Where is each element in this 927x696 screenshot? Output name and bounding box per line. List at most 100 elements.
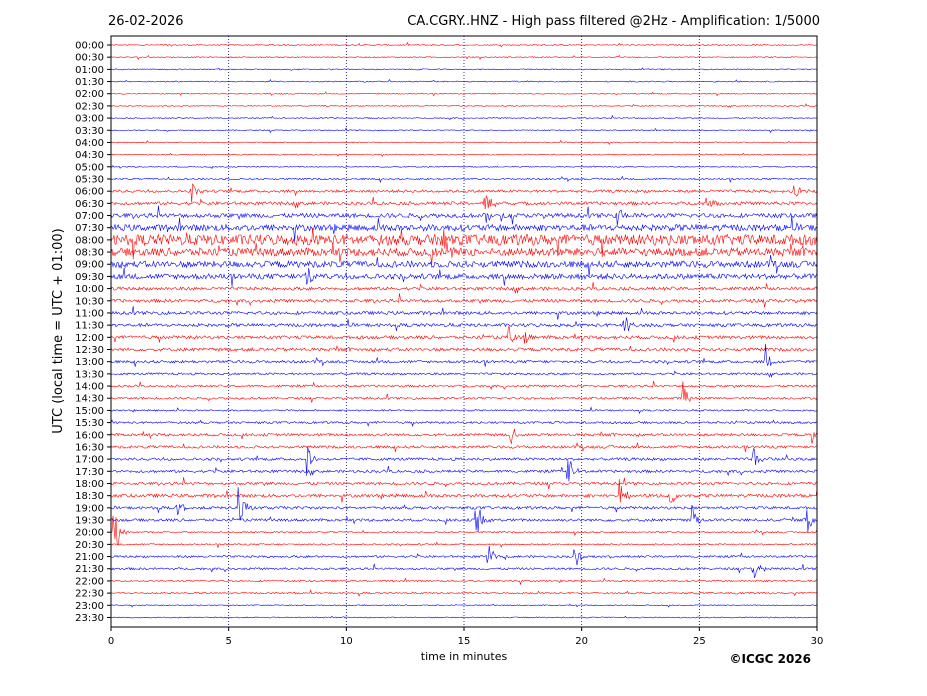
trace-line — [110, 306, 818, 320]
y-tick-label: 13:00 — [75, 357, 104, 368]
grid-lines — [228, 36, 700, 627]
y-tick-label: 05:30 — [75, 174, 104, 185]
y-tick-label: 20:30 — [75, 540, 104, 551]
y-tick-label: 08:00 — [75, 235, 104, 246]
y-tick-label: 19:00 — [75, 503, 104, 514]
trace-line — [110, 114, 818, 121]
trace-line — [110, 515, 818, 546]
trace-line — [110, 381, 818, 390]
y-tick-label: 18:30 — [75, 491, 104, 502]
y-tick-label: 21:30 — [75, 564, 104, 575]
y-tick-label: 15:30 — [75, 418, 104, 429]
trace-line — [110, 152, 818, 158]
trace-line — [111, 54, 818, 61]
chart-title: CA.CGRY..HNZ - High pass filtered @2Hz -… — [407, 14, 820, 29]
trace-line — [110, 326, 818, 344]
trace-line — [110, 41, 818, 48]
y-tick-label: 10:30 — [75, 296, 104, 307]
x-tick-label: 25 — [693, 636, 706, 647]
y-tick-label: 04:00 — [75, 138, 104, 149]
y-tick-label: 09:00 — [75, 260, 104, 271]
trace-line — [110, 428, 818, 445]
trace-line — [110, 563, 818, 578]
trace-line — [110, 127, 818, 134]
y-tick-label: 00:30 — [75, 53, 104, 64]
x-tick-label: 0 — [108, 636, 114, 647]
trace-line — [110, 165, 818, 170]
trace-line — [110, 255, 818, 277]
y-tick-label: 18:00 — [75, 479, 104, 490]
y-tick-label: 12:00 — [75, 333, 104, 344]
y-tick-label: 16:30 — [75, 442, 104, 453]
trace-line — [110, 504, 818, 533]
x-axis-ticks: 0 5 10 15 20 25 30 — [108, 627, 824, 647]
trace-line — [111, 175, 818, 184]
trace-line — [110, 293, 818, 308]
y-tick-label: 21:00 — [75, 552, 104, 563]
y-tick-label: 00:00 — [75, 41, 104, 52]
y-tick-label: 10:00 — [75, 284, 104, 295]
trace-line — [110, 267, 818, 287]
y-tick-label: 14:30 — [75, 394, 104, 405]
trace-line — [110, 603, 818, 608]
trace-line — [110, 317, 818, 332]
trace-line — [110, 487, 818, 521]
trace-line — [110, 67, 818, 71]
y-tick-label: 02:00 — [75, 89, 104, 100]
y-tick-label: 12:30 — [75, 345, 104, 356]
trace-line — [111, 615, 818, 619]
trace-line — [110, 345, 818, 353]
trace-line — [110, 479, 818, 503]
trace-line — [110, 477, 818, 490]
y-tick-label: 03:30 — [75, 126, 104, 137]
trace-line — [110, 381, 818, 403]
y-tick-label: 03:00 — [75, 114, 104, 125]
y-tick-label: 09:30 — [75, 272, 104, 283]
trace-line — [110, 406, 818, 415]
x-tick-label: 10 — [340, 636, 353, 647]
trace-line — [110, 577, 818, 586]
y-tick-label: 05:00 — [75, 162, 104, 173]
trace-line — [110, 370, 818, 378]
trace-line — [110, 442, 818, 452]
y-tick-label: 17:00 — [75, 455, 104, 466]
y-tick-label: 14:00 — [75, 382, 104, 393]
y-tick-label: 23:30 — [75, 613, 104, 624]
trace-line — [110, 78, 818, 83]
trace-line — [110, 183, 818, 203]
date-label: 26-02-2026 — [108, 14, 184, 29]
trace-line — [110, 460, 818, 482]
y-tick-label: 15:00 — [75, 406, 104, 417]
y-tick-label: 02:30 — [75, 101, 104, 112]
trace-line — [110, 228, 818, 260]
y-tick-label: 11:30 — [75, 321, 104, 332]
trace-line — [110, 541, 818, 549]
seismic-traces — [110, 41, 818, 619]
y-tick-label: 23:00 — [75, 601, 104, 612]
trace-line — [110, 343, 818, 367]
trace-line — [110, 103, 818, 108]
y-tick-label: 07:30 — [75, 223, 104, 234]
x-tick-label: 20 — [575, 636, 588, 647]
x-tick-label: 30 — [811, 636, 824, 647]
copyright-label: ©ICGC 2026 — [729, 652, 811, 666]
trace-line — [110, 419, 818, 428]
plot-frame — [110, 35, 818, 628]
trace-line — [110, 91, 818, 97]
trace-line — [110, 241, 818, 265]
y-tick-label: 06:00 — [75, 187, 104, 198]
y-tick-label: 22:30 — [75, 589, 104, 600]
y-tick-label: 08:30 — [75, 248, 104, 259]
y-tick-label: 20:00 — [75, 528, 104, 539]
x-tick-label: 5 — [225, 636, 231, 647]
y-tick-label: 06:30 — [75, 199, 104, 210]
y-tick-label: 01:30 — [75, 77, 104, 88]
y-tick-label: 13:30 — [75, 369, 104, 380]
x-tick-label: 15 — [458, 636, 471, 647]
trace-line — [111, 545, 818, 566]
y-tick-label: 04:30 — [75, 150, 104, 161]
trace-line — [110, 194, 818, 210]
y-tick-label: 19:30 — [75, 516, 104, 527]
